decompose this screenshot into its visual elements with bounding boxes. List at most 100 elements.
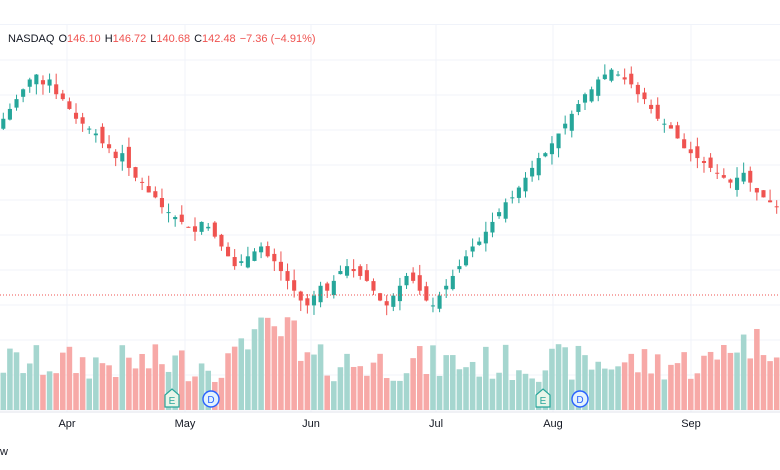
volume-bar — [562, 347, 568, 410]
candle-body — [100, 126, 105, 144]
candle-body — [107, 144, 112, 149]
candle-body — [159, 198, 164, 208]
volume-bar — [218, 377, 225, 410]
candle-body — [688, 149, 693, 154]
candle-body — [371, 281, 376, 291]
volume-bar — [661, 379, 668, 410]
candle-body — [364, 270, 369, 281]
volume-bar — [569, 379, 575, 410]
volume-bar — [139, 353, 145, 410]
volume-bar — [555, 344, 562, 410]
candle-body — [192, 226, 198, 232]
candle-body — [113, 151, 118, 159]
candle-body — [344, 266, 350, 276]
candle-body — [298, 291, 303, 301]
volume-bar — [602, 368, 608, 410]
candle-body — [259, 246, 264, 253]
high-label: H — [104, 33, 113, 45]
candle-body — [536, 158, 541, 176]
candle-body — [278, 261, 283, 272]
volume-bar — [172, 355, 178, 410]
volume-bar — [13, 352, 20, 410]
volume-bar — [258, 317, 264, 410]
candle-body — [1, 118, 6, 129]
volume-bar — [79, 357, 86, 410]
volume-bar — [337, 367, 344, 410]
volume-bar — [469, 361, 476, 410]
volume-bar — [463, 367, 469, 410]
volume-bar — [588, 369, 595, 410]
candle-body — [450, 275, 455, 290]
volume-bar — [410, 358, 416, 410]
close-label: C — [194, 33, 203, 45]
volume-bar — [575, 345, 582, 410]
candle-body — [67, 101, 72, 109]
candle-body — [695, 146, 700, 159]
volume-bar — [364, 375, 370, 410]
candle-body — [285, 271, 290, 281]
volume-bar — [687, 378, 694, 410]
volume-bar — [648, 373, 654, 410]
candle-body — [120, 153, 125, 162]
candle-body — [245, 256, 250, 268]
volume-bar — [159, 364, 165, 410]
volume-bar — [516, 370, 522, 410]
candle-body — [477, 241, 482, 245]
earnings-marker-icon[interactable] — [164, 388, 180, 408]
candle-body — [179, 214, 184, 222]
earnings-marker-icon[interactable] — [535, 388, 551, 408]
volume-bar — [370, 362, 377, 410]
candle-body — [444, 285, 449, 290]
candle-body — [292, 280, 297, 291]
volume-bar — [291, 320, 297, 410]
volume-bar — [245, 349, 251, 410]
candle-body — [219, 234, 224, 247]
volume-bar — [0, 372, 7, 410]
volume-bar — [33, 345, 40, 410]
volume-bar — [754, 328, 760, 410]
candle-body — [397, 285, 402, 302]
volume-bar — [231, 346, 238, 410]
candle-body — [384, 301, 389, 306]
volume-bar — [297, 360, 304, 410]
dividend-marker-icon[interactable] — [202, 390, 220, 408]
candle-body — [239, 261, 244, 263]
candle-body — [126, 146, 131, 168]
volume-bar — [73, 373, 79, 410]
month-tick-label: Sep — [681, 418, 701, 430]
candle-body — [14, 99, 19, 108]
volume-bar — [132, 368, 139, 410]
candle-body — [754, 188, 759, 193]
volume-bar — [549, 348, 555, 410]
candle-body — [265, 246, 270, 257]
volume-bar — [727, 352, 734, 410]
candle-body — [318, 285, 323, 303]
volume-bar — [635, 372, 641, 410]
volume-bar — [496, 372, 502, 410]
candle-body — [457, 266, 462, 270]
candle-body — [510, 197, 515, 199]
volume-bar — [93, 357, 99, 410]
candle-body — [140, 181, 145, 183]
candle-body — [21, 89, 26, 97]
candle-body — [721, 175, 726, 178]
candle-body — [252, 251, 257, 261]
volume-bar — [126, 357, 132, 410]
volume-bar — [205, 370, 211, 410]
candle-body — [40, 80, 46, 85]
candle-body — [424, 286, 429, 301]
candle-body — [543, 153, 548, 157]
candle-body — [596, 79, 601, 96]
candle-body — [430, 305, 436, 307]
candle-body — [325, 283, 330, 291]
volume-bar — [238, 338, 245, 410]
volume-bar — [264, 317, 271, 410]
volume-bar — [350, 366, 357, 410]
candle-body — [523, 177, 528, 192]
chart-top-bar — [0, 0, 780, 25]
dividend-marker-icon[interactable] — [571, 390, 589, 408]
volume-bar — [641, 349, 648, 410]
candle-body — [701, 160, 707, 163]
candle-body — [530, 167, 535, 177]
